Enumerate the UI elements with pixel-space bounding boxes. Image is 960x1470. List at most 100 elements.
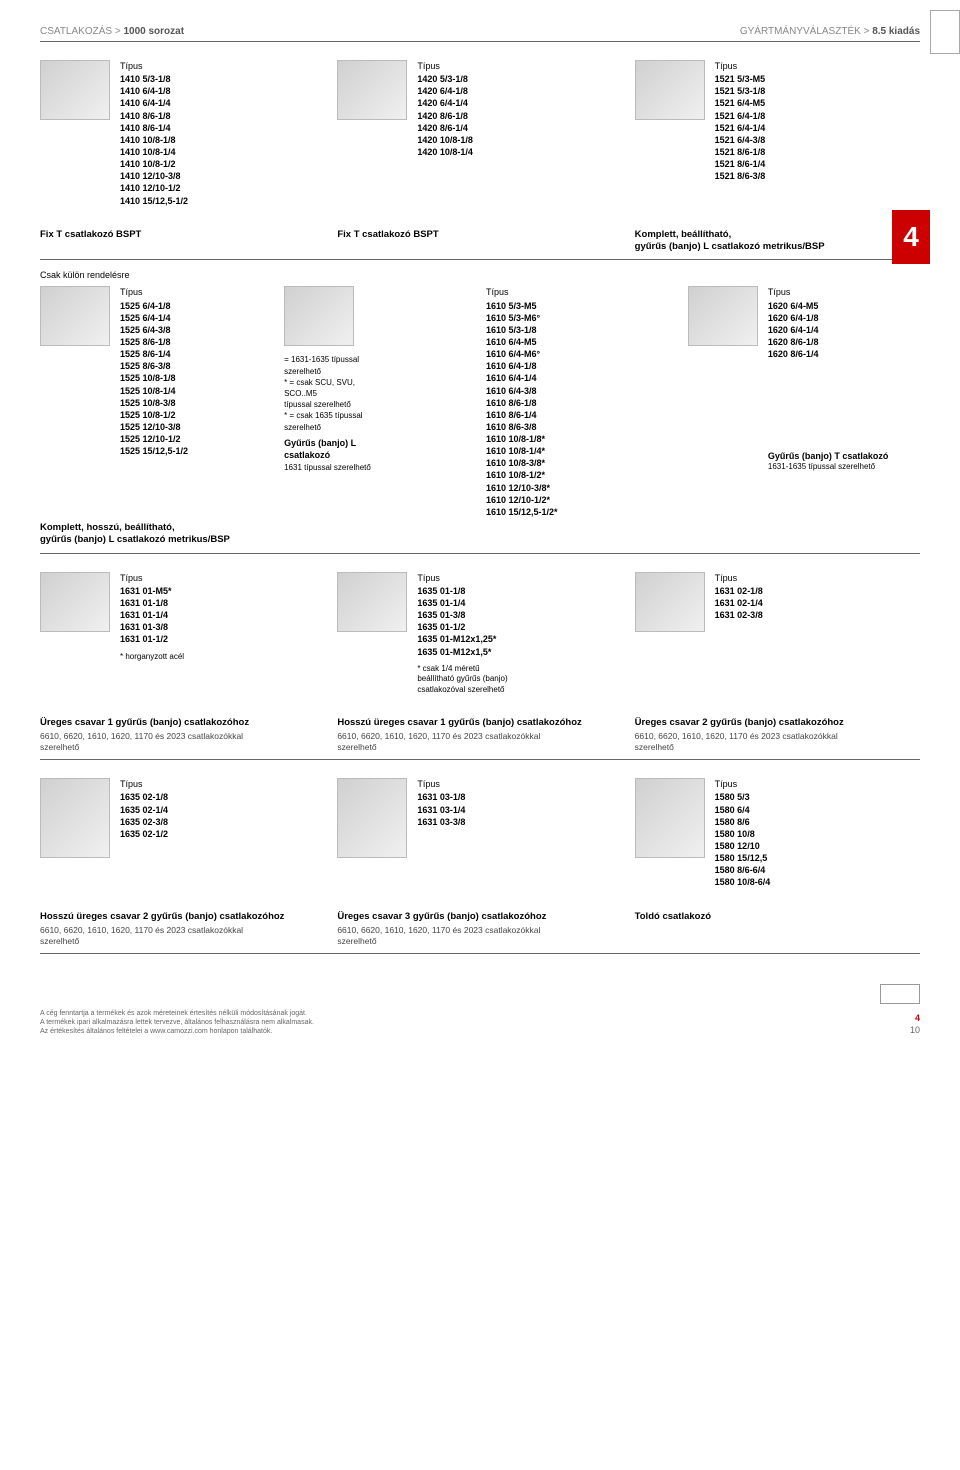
page-number: 410 — [880, 1013, 920, 1036]
list-heading: Típus — [417, 778, 465, 790]
product-list: Típus 1521 5/3-M51521 5/3-1/81521 6/4-M5… — [715, 60, 766, 182]
product-thumb — [635, 60, 705, 120]
product-label: Hosszú üreges csavar 2 gyűrűs (banjo) cs… — [40, 911, 325, 947]
spacer — [337, 522, 622, 547]
product-sub: 1631-1635 típussal szerelhető — [768, 462, 889, 473]
product-thumb — [688, 286, 758, 346]
label-t: Hosszú üreges csavar 2 gyűrűs (banjo) cs… — [40, 911, 284, 922]
product-label: Üreges csavar 3 gyűrűs (banjo) csatlakoz… — [337, 911, 622, 947]
label-row-1: Fix T csatlakozó BSPT Fix T csatlakozó B… — [0, 207, 960, 260]
label-s: 6610, 6620, 1610, 1620, 1170 és 2023 csa… — [635, 731, 920, 753]
list-items: 1580 5/31580 6/41580 8/61580 10/81580 12… — [715, 791, 771, 888]
product-cell: Típus 1580 5/31580 6/41580 8/61580 10/81… — [635, 778, 920, 888]
list-heading: Típus — [715, 572, 763, 584]
product-cell: Típus 1420 5/3-1/81420 6/4-1/81420 6/4-1… — [337, 60, 622, 207]
label-s: 6610, 6620, 1610, 1620, 1170 és 2023 csa… — [40, 731, 325, 753]
list-heading: Típus — [715, 778, 771, 790]
side-tab — [930, 10, 960, 54]
list-heading: Típus — [120, 572, 184, 584]
product-thumb — [40, 60, 110, 120]
product-list: Típus 1635 02-1/81635 02-1/41635 02-3/81… — [120, 778, 168, 840]
breadcrumb-right: GYÁRTMÁNYVÁLASZTÉK > 8.5 kiadás — [740, 26, 920, 37]
breadcrumb-pre: CSATLAKOZÁS > — [40, 26, 123, 37]
list-heading: Típus — [715, 60, 766, 72]
breadcrumb-bold-r: 8.5 kiadás — [872, 26, 920, 37]
product-cell: Típus 1410 5/3-1/81410 6/4-1/81410 6/4-1… — [40, 60, 325, 207]
brand-logo — [880, 984, 920, 1004]
product-thumb — [337, 778, 407, 858]
breadcrumb-bold: 1000 sorozat — [123, 26, 184, 37]
label-t: Toldó csatlakozó — [635, 911, 711, 922]
page-n: 10 — [910, 1025, 920, 1035]
note: * csak 1/4 méretű beállítható gyűrűs (ba… — [417, 664, 507, 695]
product-list: Típus 1635 01-1/81635 01-1/41635 01-3/81… — [417, 572, 507, 695]
product-thumb — [40, 572, 110, 632]
footer-line: A termékek ipari alkalmazásra lettek ter… — [40, 1018, 314, 1027]
note: = 1631-1635 típussal szerelhető — [284, 354, 474, 376]
label-s: 6610, 6620, 1610, 1620, 1170 és 2023 csa… — [337, 925, 622, 947]
product-cell: Típus 1631 01-M5*1631 01-1/81631 01-1/41… — [40, 572, 325, 695]
note: * horganyzott acél — [120, 652, 184, 662]
breadcrumb-left: CSATLAKOZÁS > 1000 sorozat — [40, 26, 184, 37]
product-list: Típus 1525 6/4-1/81525 6/4-1/41525 6/4-3… — [120, 286, 188, 457]
spacer — [768, 360, 889, 450]
product-label: Toldó csatlakozó — [635, 911, 920, 947]
product-thumb — [337, 572, 407, 632]
list-items: 1521 5/3-M51521 5/3-1/81521 6/4-M51521 6… — [715, 73, 766, 182]
product-label: Fix T csatlakozó BSPT — [337, 229, 622, 254]
product-list: Típus 1620 6/4-M51620 6/4-1/81620 6/4-1/… — [768, 286, 889, 473]
list-items: 1610 5/3-M51610 5/3-M6°1610 5/3-1/81610 … — [486, 300, 558, 519]
product-list: Típus 1610 5/3-M51610 5/3-M6°1610 5/3-1/… — [486, 286, 558, 518]
product-cell: Típus 1610 5/3-M51610 5/3-M6°1610 5/3-1/… — [486, 286, 676, 518]
footer-right: 410 — [880, 984, 920, 1036]
page-header: CSATLAKOZÁS > 1000 sorozat GYÁRTMÁNYVÁLA… — [0, 0, 960, 41]
note: * = csak 1635 típussal szerelhető — [284, 410, 474, 432]
list-heading: Típus — [120, 778, 168, 790]
product-list: Típus 1631 01-M5*1631 01-1/81631 01-1/41… — [120, 572, 184, 662]
row2-note: Csak külön rendelésre — [0, 260, 960, 280]
breadcrumb-pre-r: GYÁRTMÁNYVÁLASZTÉK > — [740, 26, 872, 37]
product-cell: Típus 1525 6/4-1/81525 6/4-1/41525 6/4-3… — [40, 286, 272, 518]
page-red: 4 — [915, 1013, 920, 1023]
mid-notes: = 1631-1635 típussal szerelhető * = csak… — [284, 354, 474, 473]
label-s: 6610, 6620, 1610, 1620, 1170 és 2023 csa… — [40, 925, 325, 947]
footer-line: A cég fenntartja a termékek és azok mére… — [40, 1009, 314, 1018]
list-items: 1631 01-M5*1631 01-1/81631 01-1/41631 01… — [120, 585, 184, 646]
list-heading: Típus — [417, 60, 473, 72]
list-items: 1410 5/3-1/81410 6/4-1/81410 6/4-1/41410… — [120, 73, 188, 207]
product-list: Típus 1410 5/3-1/81410 6/4-1/81410 6/4-1… — [120, 60, 188, 207]
label-row-4: Hosszú üreges csavar 2 gyűrűs (banjo) cs… — [0, 889, 960, 953]
product-row-1: Típus 1410 5/3-1/81410 6/4-1/81410 6/4-1… — [0, 42, 960, 207]
label-t: Üreges csavar 1 gyűrűs (banjo) csatlakoz… — [40, 717, 249, 728]
product-row-3: Típus 1631 01-M5*1631 01-1/81631 01-1/41… — [0, 554, 960, 695]
product-label: Hosszú üreges csavar 1 gyűrűs (banjo) cs… — [337, 717, 622, 753]
product-label: Komplett, hosszú, beállítható, gyűrűs (b… — [40, 522, 325, 547]
product-label: Üreges csavar 1 gyűrűs (banjo) csatlakoz… — [40, 717, 325, 753]
product-cell: Típus 1631 02-1/81631 02-1/41631 02-3/8 — [635, 572, 920, 695]
note: * = csak SCU, SVU, SCO..M5 típussal szer… — [284, 377, 474, 411]
product-cell: Típus 1635 01-1/81635 01-1/41635 01-3/81… — [337, 572, 622, 695]
product-cell: Típus 1620 6/4-M51620 6/4-1/81620 6/4-1/… — [688, 286, 920, 518]
product-list: Típus 1420 5/3-1/81420 6/4-1/81420 6/4-1… — [417, 60, 473, 158]
product-thumb — [284, 286, 354, 346]
product-cell-mid: = 1631-1635 típussal szerelhető * = csak… — [284, 286, 474, 518]
label-row-3: Üreges csavar 1 gyűrűs (banjo) csatlakoz… — [0, 695, 960, 759]
product-cell: Típus 1521 5/3-M51521 5/3-1/81521 6/4-M5… — [635, 60, 920, 207]
footer-legal: A cég fenntartja a termékek és azok mére… — [40, 1009, 314, 1036]
label-t: Üreges csavar 3 gyűrűs (banjo) csatlakoz… — [337, 911, 546, 922]
mid-title: Gyűrűs (banjo) L csatlakozó — [284, 437, 474, 462]
product-label: Gyűrűs (banjo) T csatlakozó — [768, 450, 889, 462]
product-cell: Típus 1631 03-1/81631 03-1/41631 03-3/8 — [337, 778, 622, 888]
label-t: Hosszú üreges csavar 1 gyűrűs (banjo) cs… — [337, 717, 581, 728]
product-label: Komplett, beállítható, gyűrűs (banjo) L … — [635, 229, 920, 254]
list-items: 1631 02-1/81631 02-1/41631 02-3/8 — [715, 585, 763, 621]
list-items: 1525 6/4-1/81525 6/4-1/41525 6/4-3/81525… — [120, 300, 188, 458]
product-thumb — [40, 778, 110, 858]
product-thumb — [635, 572, 705, 632]
mid-sub: 1631 típussal szerelhető — [284, 462, 474, 473]
product-list: Típus 1580 5/31580 6/41580 8/61580 10/81… — [715, 778, 771, 888]
list-heading: Típus — [486, 286, 558, 298]
product-thumb — [337, 60, 407, 120]
product-row-4: Típus 1635 02-1/81635 02-1/41635 02-3/81… — [0, 760, 960, 888]
product-row-2: Típus 1525 6/4-1/81525 6/4-1/41525 6/4-3… — [0, 280, 960, 518]
